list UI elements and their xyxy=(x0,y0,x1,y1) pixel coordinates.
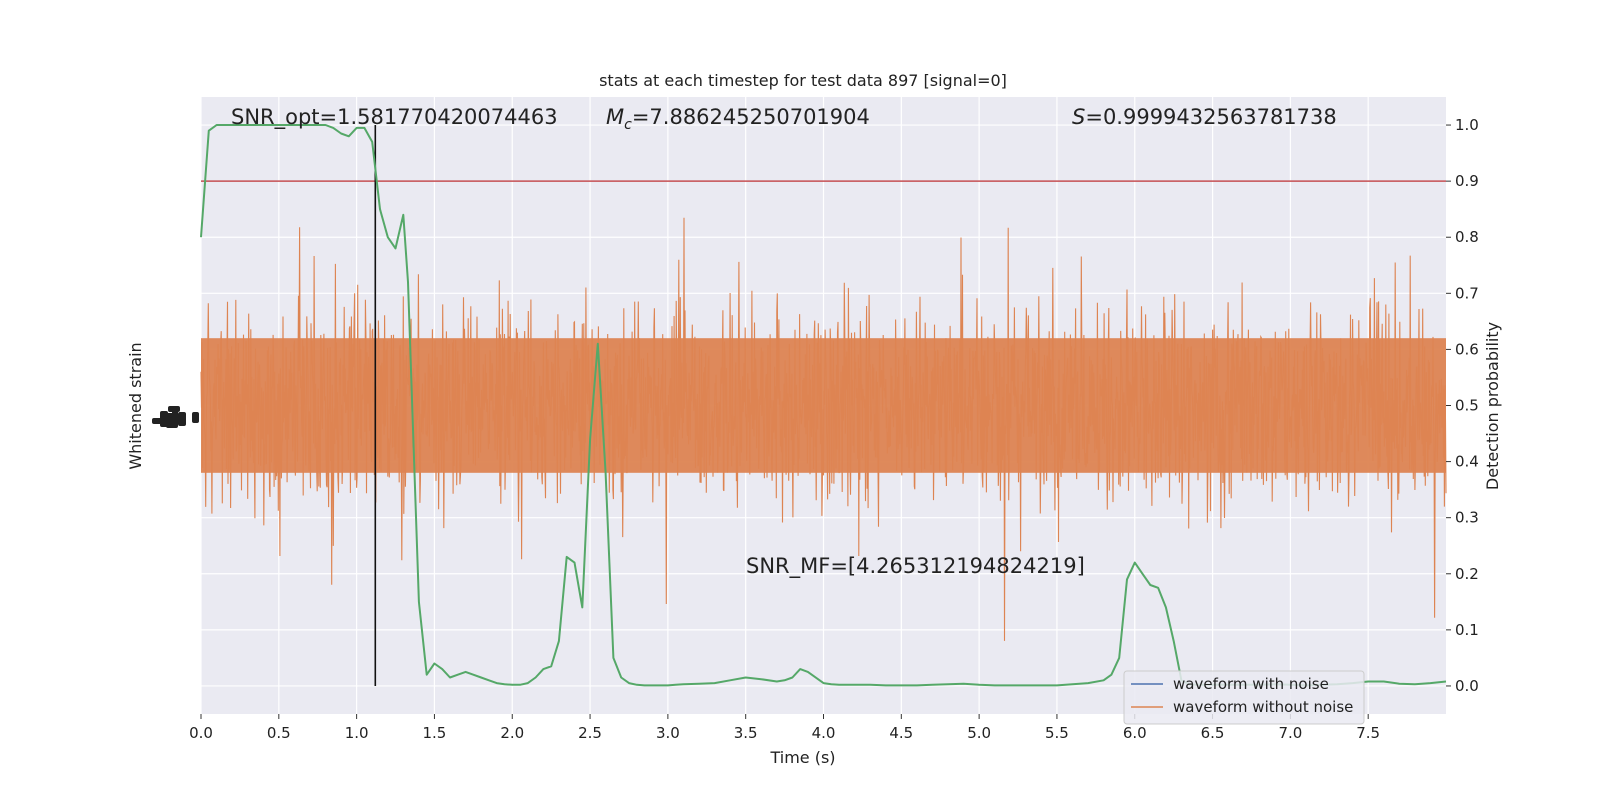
y-tick-label: 0.2 xyxy=(1455,565,1479,583)
snr-opt-annotation: SNR_opt=1.581770420074463 xyxy=(231,105,558,130)
y-tick-label: 0.8 xyxy=(1455,228,1479,246)
waveform-without-noise-core xyxy=(201,338,1446,473)
y-tick-label: 0.0 xyxy=(1455,677,1479,695)
legend-label-without-noise: waveform without noise xyxy=(1173,698,1353,716)
left-axis-overlapping-tick-labels xyxy=(152,406,199,428)
waveform-without-noise-series xyxy=(200,217,1447,641)
detection-probability-line xyxy=(200,124,1447,687)
x-tick-label: 2.5 xyxy=(578,724,602,742)
left-y-axis-label: Whitened strain xyxy=(126,342,145,469)
x-tick-label: 6.0 xyxy=(1123,724,1147,742)
x-axis-label: Time (s) xyxy=(769,748,835,767)
x-tick-label: 1.0 xyxy=(345,724,369,742)
overlap-glyph xyxy=(172,410,178,428)
chirp-mass-annotation: Mc=7.886245250701904 xyxy=(606,105,870,133)
x-tick-label: 7.5 xyxy=(1356,724,1380,742)
legend: waveform with noise waveform without noi… xyxy=(1123,670,1365,725)
y-tick-label: 0.1 xyxy=(1455,621,1479,639)
overlap-glyph xyxy=(178,412,186,426)
y-tick-label: 0.3 xyxy=(1455,509,1479,527)
y-tick-label: 0.5 xyxy=(1455,397,1479,415)
chart-title: stats at each timestep for test data 897… xyxy=(599,71,1007,90)
x-tick-label: 3.0 xyxy=(656,724,680,742)
right-y-axis-label: Detection probability xyxy=(1483,322,1502,490)
x-tick-label: 7.0 xyxy=(1278,724,1302,742)
x-tick-label: 0.0 xyxy=(189,724,213,742)
x-tick-label: 5.5 xyxy=(1045,724,1069,742)
y-tick-label: 0.7 xyxy=(1455,284,1479,302)
x-tick-label: 6.5 xyxy=(1201,724,1225,742)
snr-mf-annotation: SNR_MF=[4.265312194824219] xyxy=(746,554,1085,579)
x-tick-label: 0.5 xyxy=(267,724,291,742)
x-tick-label: 5.0 xyxy=(967,724,991,742)
legend-label-with-noise: waveform with noise xyxy=(1173,675,1329,693)
overlap-glyph xyxy=(168,406,180,412)
y-tick-label: 0.4 xyxy=(1455,453,1479,471)
overlap-glyph xyxy=(192,412,199,423)
y-tick-label: 0.9 xyxy=(1455,172,1479,190)
y-tick-label: 0.6 xyxy=(1455,340,1479,358)
s-annotation: S=0.9999432563781738 xyxy=(1072,105,1337,129)
x-tick-label: 1.5 xyxy=(423,724,447,742)
x-tick-label: 4.0 xyxy=(812,724,836,742)
x-tick-label: 4.5 xyxy=(889,724,913,742)
x-tick-label: 3.5 xyxy=(734,724,758,742)
x-tick-label: 2.0 xyxy=(500,724,524,742)
y-tick-label: 1.0 xyxy=(1455,116,1479,134)
